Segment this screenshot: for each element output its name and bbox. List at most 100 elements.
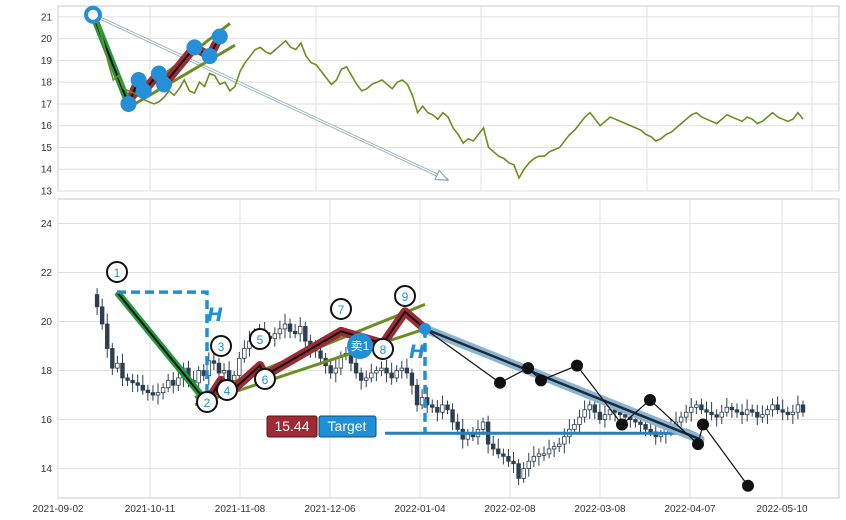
- detail-candle-body: [750, 409, 755, 413]
- target-label-badge: [318, 415, 377, 438]
- detail-candle-body: [551, 446, 557, 450]
- detail-candle-body: [409, 372, 415, 386]
- overview-arrow-shaft-inner: [92, 14, 449, 181]
- detail-wave-badge: [372, 338, 394, 360]
- detail-candle-body: [800, 404, 806, 413]
- detail-candle-body: [496, 448, 501, 455]
- detail-wave-label: 3: [218, 340, 225, 354]
- detail-candle-body: [440, 404, 445, 413]
- detail-candle-body: [358, 372, 364, 381]
- detail-candle-body: [176, 377, 181, 386]
- detail-candle-body: [216, 362, 222, 374]
- detail-pivot-dot: [571, 359, 583, 372]
- detail-candle-body: [592, 404, 597, 413]
- detail-candle-body: [277, 328, 283, 335]
- detail-wave-label: 4: [224, 384, 231, 398]
- detail-candle-body: [577, 416, 582, 425]
- detail-candle-body: [160, 387, 166, 394]
- overview-swing-point: [120, 95, 137, 112]
- detail-candle-body: [145, 389, 151, 394]
- detail-candle-body: [287, 323, 293, 332]
- detail-y-ticks: 14 16 18 20 22 24: [41, 219, 53, 475]
- detail-candle-body: [272, 333, 278, 340]
- detail-pivot-dot: [494, 376, 506, 389]
- detail-candle-body: [648, 428, 653, 433]
- detail-wave-badge: [216, 379, 238, 401]
- detail-pivot-dot: [616, 418, 628, 431]
- detail-candle-body: [130, 379, 135, 384]
- detail-candle-body: [430, 404, 435, 408]
- overview-swing-point: [186, 39, 203, 56]
- detail-candle-body: [724, 406, 730, 413]
- detail-candle-body: [765, 409, 770, 416]
- detail-x-tick: 2022-04-07: [664, 504, 716, 515]
- detail-candle-body: [165, 379, 171, 389]
- detail-x-tick: 2021-10-11: [125, 504, 176, 515]
- overview-arrow-head: [434, 169, 450, 181]
- detail-candle-body: [394, 370, 399, 379]
- detail-x-tick: 2021-12-06: [304, 504, 356, 515]
- detail-candle-body: [521, 468, 526, 479]
- detail-x-tick: 2022-01-04: [394, 504, 446, 515]
- target-value-badge: [266, 415, 318, 438]
- overview-y-tick: 21: [41, 12, 53, 23]
- detail-candle-body: [333, 367, 338, 374]
- detail-candle-body: [714, 414, 719, 418]
- detail-wave-badge: [330, 298, 352, 320]
- detail-y-tick: 14: [41, 464, 53, 475]
- detail-candle-body: [414, 384, 420, 406]
- detail-candle-body: [643, 424, 648, 430]
- detail-pivot-dot: [535, 374, 547, 387]
- detail-candle-body: [780, 409, 785, 413]
- detail-candle-body: [602, 414, 608, 420]
- overview-y-tick: 18: [41, 78, 53, 89]
- detail-candle-body: [526, 460, 531, 469]
- detail-candle-body: [374, 370, 379, 374]
- detail-candle-body: [384, 367, 389, 374]
- overview-swing-points: [84, 5, 228, 112]
- detail-candle-body: [404, 367, 410, 374]
- detail-wave-badge: [254, 368, 276, 390]
- detail-candle-body: [689, 406, 694, 413]
- detail-x-tick: 2021-09-02: [32, 504, 84, 515]
- detail-candle-body: [531, 455, 537, 462]
- detail-candle-body: [328, 365, 333, 374]
- overview-swing-point: [156, 76, 172, 93]
- detail-candle-body: [638, 421, 643, 425]
- overview-y-tick: 19: [41, 56, 53, 67]
- detail-candle-body: [292, 330, 298, 335]
- overview-y-tick: 16: [41, 121, 53, 132]
- detail-candle-body: [99, 306, 105, 325]
- detail-candle-body: [511, 460, 516, 465]
- detail-candle-body: [201, 370, 206, 376]
- overview-y-tick: 20: [41, 34, 53, 45]
- detail-plot-area: [57, 198, 840, 499]
- target-label: Target: [328, 418, 367, 434]
- detail-downtrend-zigzag: [424, 328, 749, 487]
- detail-candle-body: [282, 323, 288, 330]
- detail-candle-body: [719, 411, 724, 418]
- detail-wave-label: 2: [204, 396, 211, 410]
- detail-x-ticks: 2021-09-02 2021-10-11 2021-11-08 2021-12-06…: [32, 504, 808, 515]
- detail-candle-body: [125, 377, 130, 381]
- target-value: 15.44: [274, 418, 309, 434]
- detail-candle-body: [94, 294, 100, 308]
- detail-candle-body: [399, 367, 404, 371]
- detail-candle-body: [699, 404, 704, 411]
- detail-candle-body: [120, 362, 125, 379]
- detail-grid: [57, 199, 839, 498]
- detail-candle-body: [501, 453, 506, 457]
- detail-candle-body: [557, 443, 562, 447]
- detail-annotations: H H 1 2 3 4 5 6 7 8 9 卖1 15.44 Target: [106, 261, 754, 492]
- detail-pivot-dot: [697, 418, 709, 431]
- detail-candle-body: [516, 463, 521, 479]
- detail-y-tick: 22: [41, 268, 53, 279]
- detail-candle-body: [704, 409, 709, 413]
- detail-pivot-dot: [522, 362, 534, 375]
- detail-candle-body: [491, 443, 496, 450]
- detail-wave-badge: [210, 335, 232, 357]
- detail-candle-body: [455, 421, 460, 430]
- detail-candle-body: [206, 360, 212, 376]
- detail-pivot-start: [419, 322, 431, 335]
